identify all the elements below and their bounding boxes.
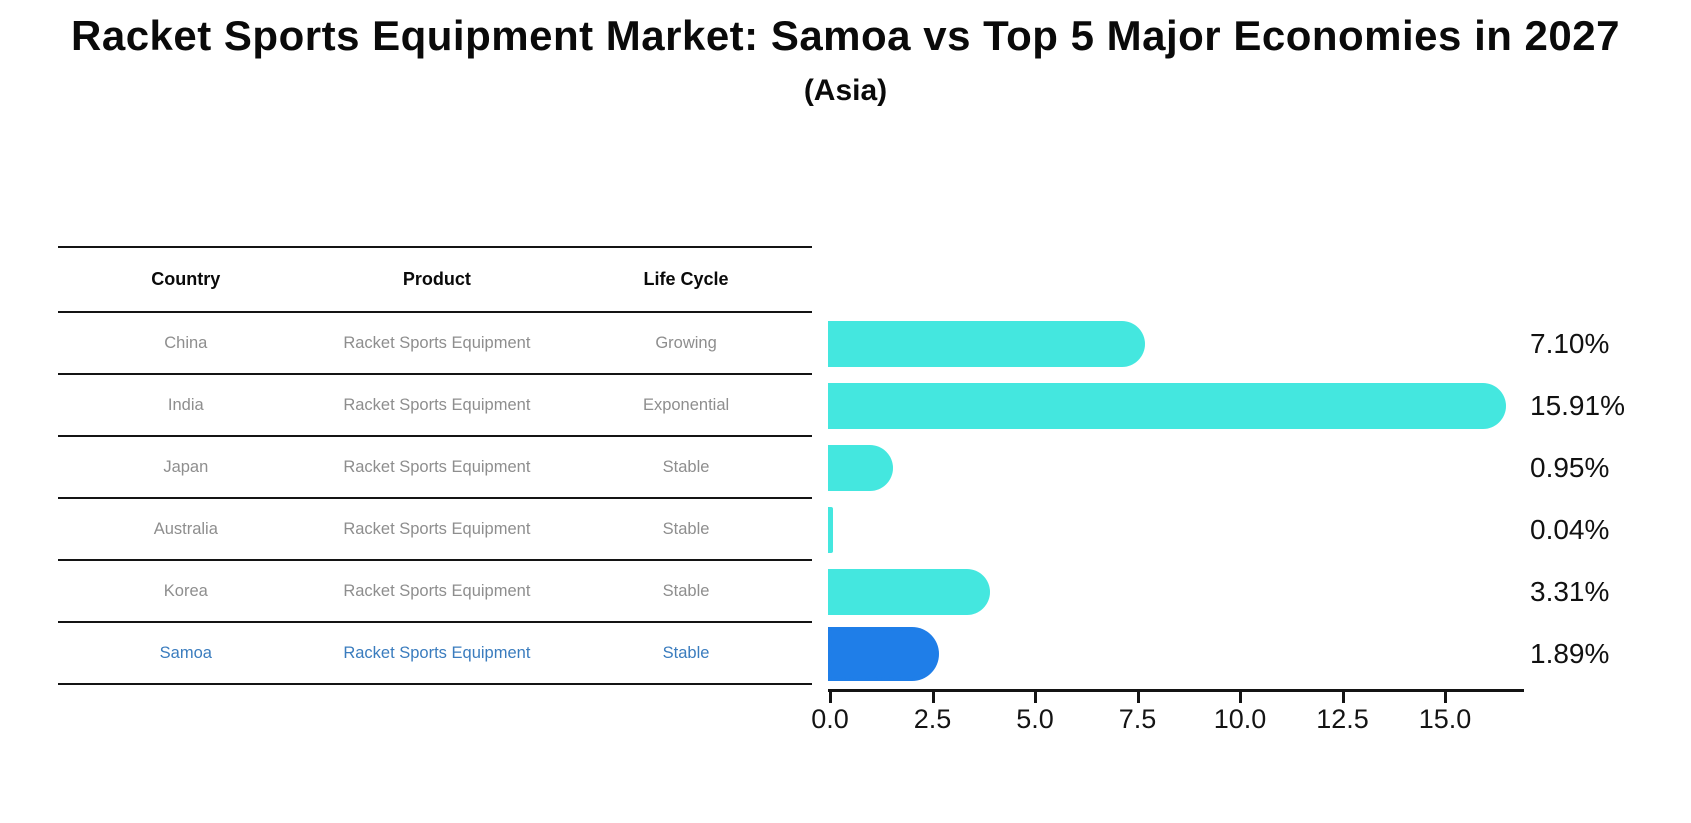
table-header-product: Product	[402, 269, 471, 289]
x-tick-mark	[1239, 692, 1242, 703]
cell-country: Korea	[163, 581, 208, 600]
chart-title: Racket Sports Equipment Market: Samoa vs…	[71, 12, 1620, 59]
cell-country: India	[167, 395, 204, 414]
cell-life_cycle: Stable	[662, 457, 710, 476]
value-label-korea: 3.31%	[1530, 576, 1610, 607]
x-tick-label: 7.5	[1118, 704, 1157, 734]
bar-korea	[828, 569, 990, 615]
cell-product: Racket Sports Equipment	[343, 457, 531, 476]
bar-japan	[828, 445, 893, 491]
table-row-australia: Australia Racket Sports Equipment Stable	[58, 499, 812, 561]
cell-product: Racket Sports Equipment	[343, 395, 531, 414]
x-tick-mark	[829, 692, 832, 703]
table-row-india: India Racket Sports Equipment Exponential	[58, 375, 812, 437]
bar-china	[828, 321, 1146, 367]
cell-product: Racket Sports Equipment	[343, 519, 531, 538]
cell-life_cycle: Growing	[655, 333, 717, 352]
cell-country: China	[164, 333, 208, 352]
x-tick-label: 10.0	[1213, 704, 1267, 734]
cell-product: Racket Sports Equipment	[343, 643, 531, 662]
value-label-samoa: 1.89%	[1530, 638, 1610, 669]
x-tick-label: 2.5	[913, 704, 952, 734]
table-header-country: Country	[151, 269, 221, 289]
country-table: Country Product Life Cycle China Racket Spo…	[58, 246, 812, 685]
bar-samoa	[828, 627, 940, 681]
x-tick-label: 5.0	[1016, 704, 1054, 734]
table-row-samoa: Samoa Racket Sports Equipment Stable	[58, 623, 812, 685]
chart-subtitle: (Asia)	[803, 74, 888, 107]
table-header-row: Country Product Life Cycle	[58, 248, 812, 313]
value-label-india: 15.91%	[1530, 390, 1625, 421]
cell-life_cycle: Exponential	[642, 395, 730, 414]
cell-product: Racket Sports Equipment	[343, 581, 531, 600]
cell-product: Racket Sports Equipment	[343, 333, 531, 352]
cell-country: Japan	[163, 457, 209, 476]
cell-country: Australia	[153, 519, 218, 538]
value-label-china: 7.10%	[1530, 328, 1610, 359]
cell-life_cycle: Stable	[662, 643, 710, 662]
cell-life_cycle: Stable	[662, 581, 710, 600]
bar-australia	[828, 507, 833, 553]
bar-india	[828, 383, 1507, 429]
table-header-life-cycle: Life Cycle	[643, 269, 729, 289]
value-label-japan: 0.95%	[1530, 452, 1610, 483]
table-row-korea: Korea Racket Sports Equipment Stable	[58, 561, 812, 623]
x-axis-line	[828, 689, 1524, 692]
value-label-australia: 0.04%	[1530, 514, 1610, 545]
table-row-japan: Japan Racket Sports Equipment Stable	[58, 437, 812, 499]
cell-country: Samoa	[159, 643, 212, 662]
cell-life_cycle: Stable	[662, 519, 710, 538]
x-tick-mark	[1136, 692, 1140, 703]
x-tick-mark	[1341, 692, 1345, 703]
x-tick-mark	[1034, 692, 1037, 703]
x-tick-label: 15.0	[1418, 704, 1472, 734]
x-tick-mark	[1444, 692, 1447, 703]
table-row-china: China Racket Sports Equipment Growing	[58, 313, 812, 375]
x-tick-label: 0.0	[811, 704, 849, 734]
x-tick-label: 12.5	[1316, 704, 1369, 734]
x-tick-mark	[931, 692, 935, 703]
